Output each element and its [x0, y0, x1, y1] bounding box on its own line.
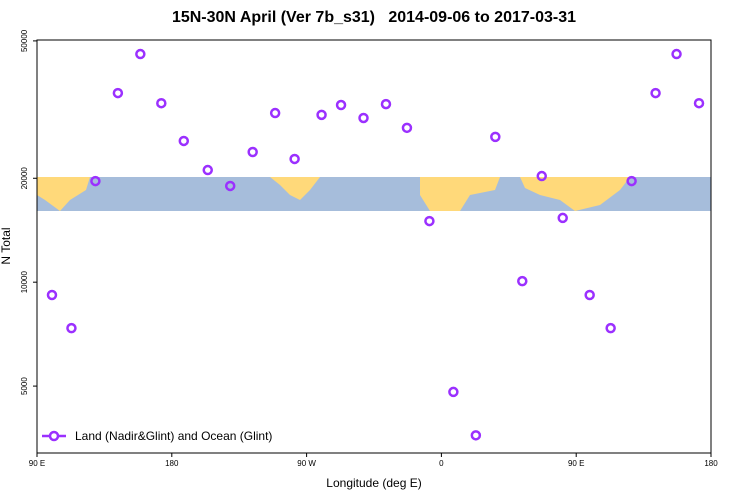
- point: [424, 215, 435, 227]
- point: [650, 87, 661, 99]
- y-axis-label: N Total: [0, 227, 13, 264]
- point: [557, 212, 568, 224]
- point: [490, 131, 501, 143]
- y-tick-label: 20000: [20, 167, 29, 190]
- point: [289, 153, 300, 165]
- point: [517, 275, 528, 287]
- land: [270, 177, 320, 200]
- legend-label: Land (Nadir&Glint) and Ocean (Glint): [75, 429, 272, 443]
- plot-frame: [36, 39, 712, 454]
- point: [470, 430, 482, 441]
- point: [401, 122, 413, 134]
- point: [178, 135, 190, 147]
- point: [358, 112, 369, 124]
- y-tick-label: 5000: [20, 377, 29, 395]
- point: [584, 289, 595, 301]
- x-axis-label: Longitude (deg E): [326, 476, 421, 490]
- point: [135, 48, 146, 60]
- point: [46, 289, 58, 301]
- point: [112, 87, 124, 99]
- point: [224, 180, 236, 192]
- x-tick-label: 90 W: [297, 459, 316, 468]
- x-tick-label: 90 E: [568, 459, 584, 468]
- point: [247, 146, 258, 158]
- point: [671, 48, 682, 60]
- chart-title: 15N-30N April (Ver 7b_s31) 2014-09-06 to…: [172, 9, 576, 26]
- point: [90, 175, 101, 187]
- y-tick-label: 50000: [20, 29, 29, 52]
- land: [420, 177, 500, 211]
- point: [316, 109, 327, 121]
- point: [448, 386, 459, 398]
- land: [520, 177, 630, 211]
- point: [536, 170, 548, 182]
- point: [66, 322, 77, 334]
- x-tick-label: 180: [165, 459, 179, 468]
- point: [202, 164, 213, 176]
- point: [380, 98, 392, 110]
- point: [335, 99, 347, 111]
- land: [37, 177, 90, 211]
- point: [626, 175, 637, 187]
- y-tick-label: 10000: [20, 271, 29, 294]
- x-tick-label: 90 E: [29, 459, 45, 468]
- point: [693, 97, 705, 109]
- legend-marker: [48, 430, 60, 442]
- point: [156, 97, 167, 109]
- x-tick-label: 0: [439, 459, 444, 468]
- map-band: [37, 177, 711, 211]
- point: [269, 107, 281, 119]
- point: [605, 322, 616, 334]
- x-tick-label: 180: [704, 459, 718, 468]
